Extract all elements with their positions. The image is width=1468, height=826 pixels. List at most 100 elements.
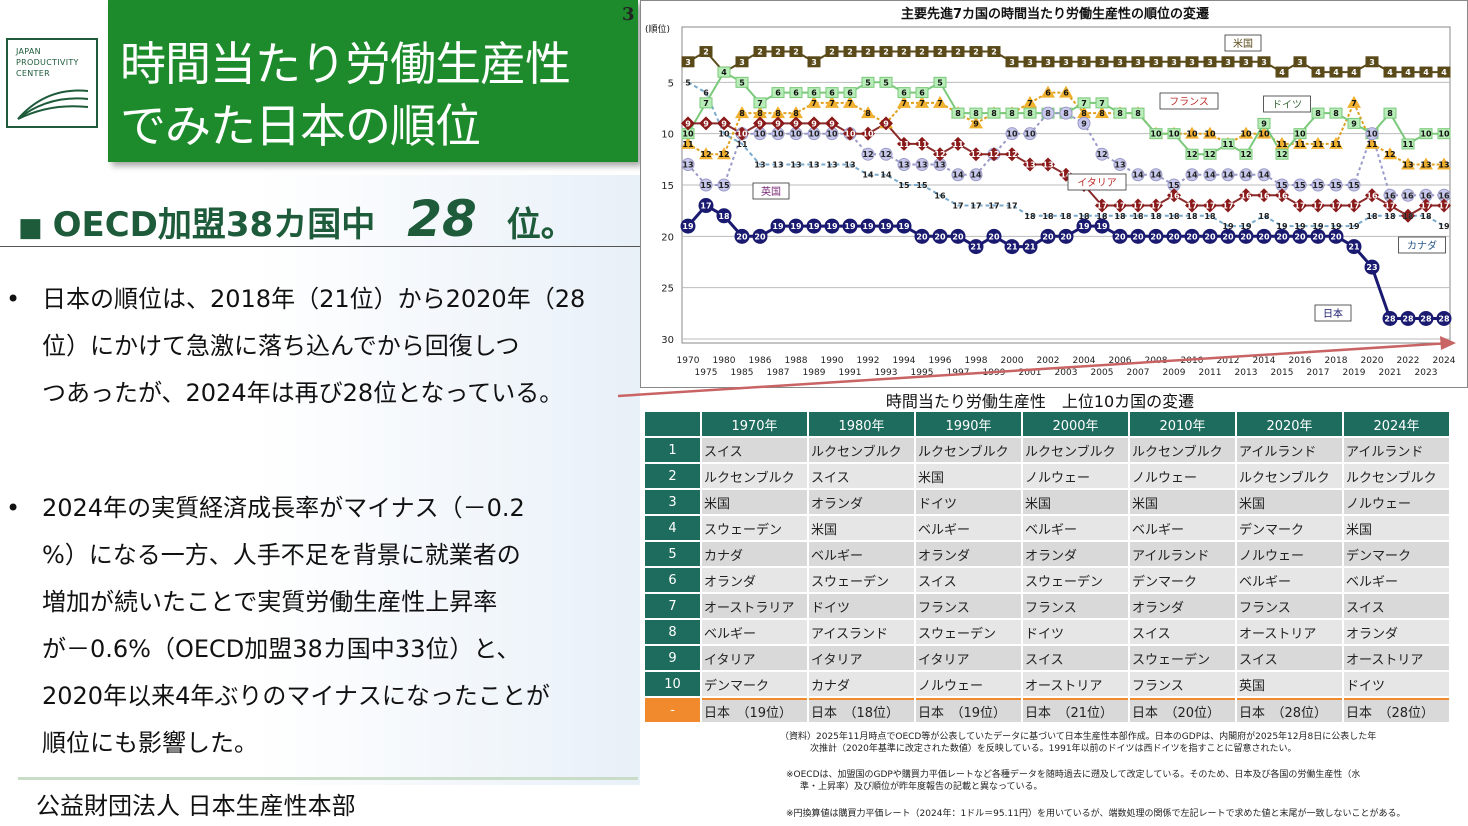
point-label: 4	[1441, 68, 1447, 77]
point-label: 20	[1042, 232, 1054, 241]
point-label: 10	[1420, 130, 1432, 139]
data-point: 13	[897, 157, 911, 171]
point-marker	[861, 147, 875, 161]
point-label: 13	[844, 160, 855, 169]
x-tick-label: 2001	[1019, 368, 1042, 378]
data-point: 10	[1149, 128, 1163, 140]
table-cell: ドイツ	[1023, 620, 1128, 644]
series-label-text: 英国	[761, 185, 781, 198]
point-label: 7	[919, 99, 925, 108]
x-tick-label: 2003	[1055, 368, 1078, 378]
data-point: 8	[987, 107, 1001, 119]
left-panel-background	[0, 175, 640, 785]
data-point: 19	[1094, 218, 1110, 234]
data-point: 19	[896, 218, 912, 234]
point-label: 20	[1204, 232, 1216, 241]
data-point: 14	[862, 171, 874, 180]
point-label: 14	[862, 171, 874, 180]
data-point: 7	[1095, 97, 1109, 109]
data-point: 7	[1347, 95, 1361, 108]
data-point: 16	[934, 191, 946, 200]
point-marker	[1077, 116, 1091, 130]
data-point: 17	[1149, 198, 1163, 213]
x-tick-label: 2013	[1235, 368, 1258, 378]
point-marker	[987, 107, 1001, 119]
point-label: 19	[844, 222, 856, 231]
data-point: 11	[1311, 136, 1325, 149]
table-row: 6 オランダ スウェーデン スイス スウェーデン デンマーク ベルギー ベルギー	[645, 568, 1449, 592]
x-tick-label: 2016	[1289, 356, 1312, 366]
table-cell: 米国	[1130, 490, 1235, 514]
data-point: 13	[808, 160, 819, 169]
data-point: 10	[807, 127, 821, 141]
point-marker	[1095, 106, 1109, 119]
point-label: 12	[718, 150, 729, 159]
x-tick-label: 1999	[983, 368, 1006, 378]
point-marker	[1185, 56, 1199, 68]
point-marker	[1401, 66, 1415, 78]
point-label: 21	[1348, 243, 1360, 252]
point-marker	[1347, 66, 1361, 78]
point-marker	[1059, 56, 1073, 68]
point-label: 10	[808, 130, 820, 139]
point-label: 3	[1063, 58, 1069, 67]
point-label: 20	[1312, 232, 1324, 241]
point-label: 7	[1027, 99, 1033, 108]
table-rank-cell: 3	[645, 490, 700, 514]
data-point: 9	[1257, 117, 1271, 129]
data-point: 10	[789, 127, 803, 141]
data-point: 6	[703, 89, 709, 98]
point-marker	[1059, 85, 1073, 98]
point-label: 6	[901, 89, 907, 98]
point-marker	[951, 168, 965, 182]
table-row: 10 デンマーク カナダ ノルウェー オーストリア フランス 英国 ドイツ	[645, 672, 1449, 696]
point-label: 3	[1225, 58, 1231, 67]
data-point: 28	[1400, 310, 1416, 326]
point-label: 4	[1405, 68, 1411, 77]
chart-title: 主要先進7カ国の時間当たり労働生産性の順位の変遷	[901, 6, 1209, 22]
point-marker	[771, 87, 785, 99]
data-point: 21	[968, 239, 984, 255]
data-point: 18	[716, 208, 732, 224]
point-label: 4	[1351, 68, 1357, 77]
point-label: 20	[1222, 232, 1234, 241]
jpc-logo: JAPAN PRODUCTIVITY CENTER	[6, 38, 98, 128]
point-marker	[1329, 178, 1343, 192]
point-marker	[969, 116, 983, 129]
point-marker	[1329, 136, 1343, 149]
x-tick-label: 2005	[1091, 368, 1114, 378]
point-label: 12	[1276, 150, 1287, 159]
point-marker	[699, 147, 713, 160]
data-point: 18	[1042, 212, 1054, 221]
x-tick-label: 2012	[1217, 356, 1240, 366]
data-point: 3	[1077, 56, 1091, 68]
series-label-text: 米国	[1233, 37, 1253, 50]
point-label: 13	[916, 160, 927, 169]
table-cell: ノルウェー	[1130, 464, 1235, 488]
table-cell: ノルウェー	[916, 672, 1021, 696]
table-rank-cell: 10	[645, 672, 700, 696]
point-label: 6	[811, 89, 817, 98]
point-label: 8	[1063, 109, 1069, 118]
point-marker	[717, 178, 731, 192]
data-point: 28	[1436, 310, 1452, 326]
data-point: 8	[753, 106, 767, 119]
point-label: 6	[793, 89, 799, 98]
point-marker	[1347, 117, 1361, 129]
point-label: 14	[880, 171, 892, 180]
point-marker	[1311, 178, 1325, 192]
point-marker	[807, 116, 821, 131]
table-cell: オーストリア	[1023, 672, 1128, 696]
data-point: 3	[1131, 56, 1145, 68]
table-cell: スウェーデン	[809, 568, 914, 592]
point-label: 3	[1045, 58, 1051, 67]
x-tick-label: 2004	[1073, 356, 1096, 366]
logo-line2: PRODUCTIVITY	[16, 58, 79, 67]
point-marker	[1383, 66, 1397, 78]
data-point: 10	[1023, 127, 1037, 141]
point-label: 14	[952, 171, 964, 180]
point-label: 12	[934, 150, 945, 159]
point-label: 12	[1384, 150, 1395, 159]
data-point: 17	[1383, 198, 1397, 213]
point-marker	[1149, 128, 1163, 140]
